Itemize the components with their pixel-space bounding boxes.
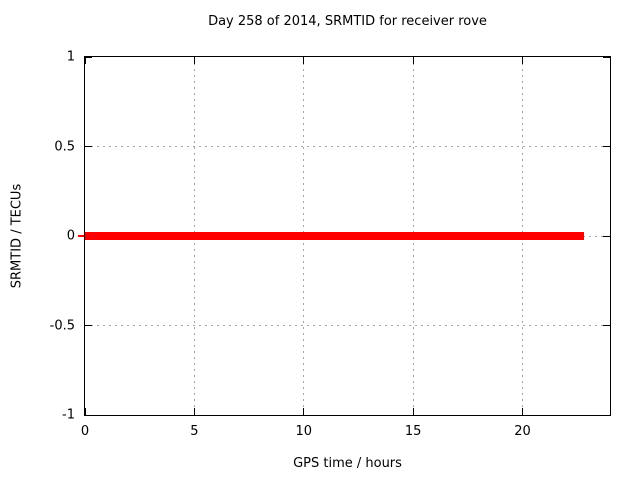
gridline-horizontal	[85, 325, 610, 326]
x-tick-label: 10	[295, 424, 313, 439]
x-tickmark-top	[522, 57, 523, 64]
x-tick-label: 20	[514, 424, 531, 439]
y-tickmark-right	[603, 325, 610, 326]
y-tick-label: -1	[62, 407, 75, 423]
y-tickmark-right	[603, 146, 610, 147]
y-tick-label: 1	[66, 49, 75, 65]
y-tickmark-right	[603, 414, 610, 416]
gridline-horizontal	[85, 146, 610, 147]
y-tickmark-left	[85, 56, 92, 58]
x-tick-label: 5	[190, 424, 199, 439]
plot-area: 0 5 10 15 20 -1 -0.5 0 0.5 1	[50, 50, 611, 439]
y-tickmark-left	[85, 414, 92, 416]
x-tickmark-bottom	[193, 408, 195, 415]
x-tickmark-bottom	[522, 408, 523, 415]
x-tickmark-top	[84, 57, 86, 64]
x-tick-label: 15	[404, 424, 422, 439]
y-tick-label: 0	[66, 228, 75, 244]
x-tickmark-bottom	[84, 408, 86, 415]
x-tickmark-top	[303, 57, 305, 64]
x-tick-label: 0	[80, 424, 90, 439]
series-left-edge-dash	[78, 235, 84, 237]
x-axis-label: GPS time / hours	[293, 456, 402, 471]
data-series-srmtid-line	[85, 232, 584, 240]
y-tick-label: 0.5	[54, 139, 75, 154]
chart-title: Day 258 of 2014, SRMTID for receiver rov…	[208, 14, 487, 29]
x-tickmark-top	[412, 57, 414, 64]
y-tickmark-left	[85, 325, 92, 326]
y-tickmark-left	[85, 146, 92, 147]
y-tick-label: -0.5	[49, 318, 75, 333]
x-tickmark-top	[193, 57, 195, 64]
y-tickmark-right	[603, 56, 610, 58]
x-tickmark-bottom	[303, 408, 305, 415]
y-tickmark-right	[603, 235, 610, 237]
x-tickmark-bottom	[412, 408, 414, 415]
